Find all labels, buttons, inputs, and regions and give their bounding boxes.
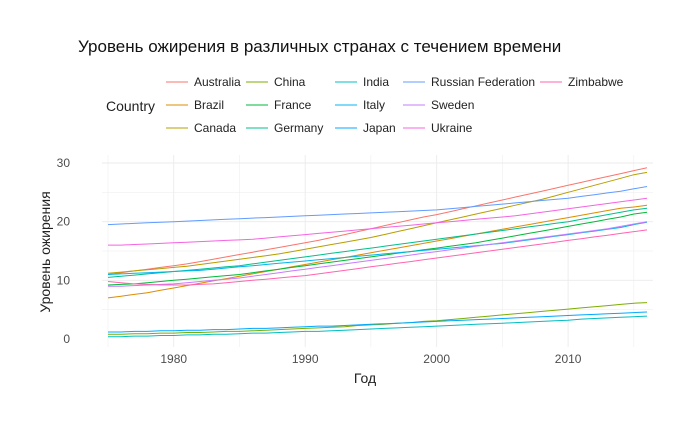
legend-label: Germany — [274, 121, 323, 135]
y-tick-label: 10 — [57, 273, 71, 287]
legend-label: Ukraine — [431, 121, 473, 135]
series-line-zimbabwe — [107, 229, 648, 286]
legend-label: China — [274, 75, 306, 89]
legend-label: Brazil — [194, 98, 224, 112]
legend-label: Italy — [363, 98, 385, 112]
series-line-china — [108, 302, 648, 335]
series-line-india — [108, 315, 648, 338]
legend-label: India — [363, 75, 389, 89]
legend-label: Japan — [363, 121, 396, 135]
y-tick-label: 0 — [63, 332, 70, 346]
series-line-ukraine — [108, 197, 648, 246]
series-line-germany — [107, 207, 648, 278]
series-line-australia — [107, 167, 648, 275]
legend-label: France — [274, 98, 312, 112]
legend-label: Russian Federation — [431, 75, 535, 89]
legend-label: Australia — [194, 75, 241, 89]
x-tick-label: 2000 — [423, 352, 450, 366]
y-tick-label: 30 — [57, 156, 71, 170]
series-line-france — [107, 211, 648, 286]
series-lines — [107, 167, 648, 338]
series-line-brazil — [107, 204, 648, 299]
legend-title: Country — [106, 98, 155, 114]
legend-label: Canada — [194, 121, 236, 135]
series-line-sweden — [108, 221, 648, 287]
x-tick-label: 1990 — [292, 352, 319, 366]
legend-label: Sweden — [431, 98, 474, 112]
x-tick-label: 1980 — [160, 352, 187, 366]
y-axis-label: Уровень ожирения — [37, 191, 53, 312]
series-line-italy — [107, 221, 648, 275]
x-axis-label: Год — [354, 370, 376, 386]
series-line-russian-federation — [107, 186, 648, 226]
chart-title: Уровень ожирения в различных странах с т… — [78, 37, 561, 56]
axes: 0 10 20 30 1980 1990 2000 2010 — [57, 156, 582, 366]
legend: Country Australia Brazil Canada China France… — [106, 75, 624, 135]
x-tick-label: 2010 — [555, 352, 582, 366]
y-tick-label: 20 — [57, 215, 71, 229]
legend-label: Zimbabwe — [568, 75, 624, 89]
series-line-canada — [107, 171, 648, 274]
series-line-japan — [108, 311, 648, 333]
